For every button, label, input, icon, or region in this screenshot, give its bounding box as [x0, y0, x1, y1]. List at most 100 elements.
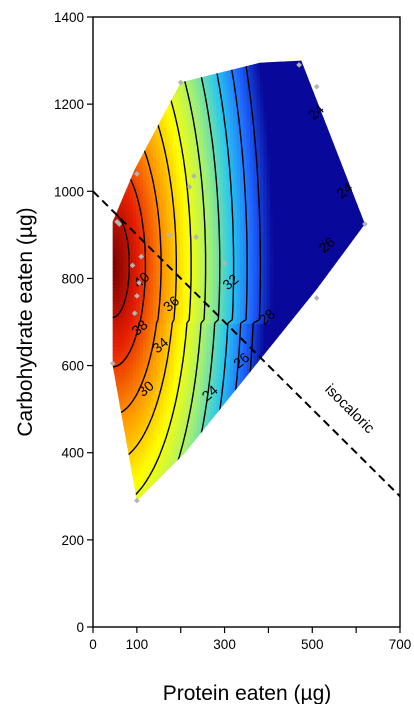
- heatmap-cell: [209, 404, 214, 409]
- heatmap-cell: [280, 506, 284, 510]
- heatmap-cell: [223, 411, 228, 416]
- heatmap-cell: [149, 437, 154, 442]
- heatmap-cell: [270, 414, 274, 419]
- heatmap-cell: [213, 352, 218, 357]
- heatmap-cell: [257, 503, 261, 507]
- heatmap-cell: [206, 381, 211, 386]
- heatmap-cell: [296, 479, 301, 484]
- heatmap-cell: [166, 394, 171, 399]
- heatmap-cell: [266, 372, 271, 376]
- heatmap-cell: [189, 336, 194, 341]
- heatmap-cell: [122, 355, 127, 360]
- heatmap-cell: [183, 323, 188, 327]
- heatmap-cell: [186, 493, 191, 497]
- heatmap-cell: [112, 306, 117, 311]
- heatmap-cell: [356, 306, 361, 311]
- heatmap-cell: [169, 342, 174, 347]
- heatmap-cell: [367, 392, 371, 396]
- heatmap-cell: [116, 388, 121, 393]
- heatmap-cell: [256, 319, 261, 324]
- heatmap-cell: [122, 306, 127, 311]
- heatmap-cell: [370, 320, 374, 324]
- heatmap-cell: [249, 326, 254, 331]
- heatmap-cell: [112, 394, 117, 399]
- heatmap-cell: [136, 437, 141, 442]
- heatmap-cell: [243, 372, 248, 376]
- heatmap-cell: [239, 440, 244, 445]
- heatmap-cell: [119, 375, 124, 380]
- heatmap-cell: [189, 378, 194, 383]
- heatmap-cell: [256, 437, 261, 442]
- heatmap-cell: [229, 391, 234, 396]
- heatmap-cell: [256, 352, 261, 357]
- heatmap-cell: [370, 496, 374, 500]
- heatmap-cell: [293, 375, 298, 380]
- heatmap-cell: [253, 421, 258, 425]
- heatmap-cell: [186, 359, 191, 363]
- heatmap-cell: [122, 310, 127, 314]
- heatmap-cell: [196, 427, 201, 432]
- heatmap-cell: [286, 310, 291, 314]
- heatmap-cell: [243, 476, 248, 481]
- heatmap-cell: [296, 430, 301, 435]
- heatmap-cell: [343, 460, 348, 465]
- heatmap-cell: [179, 398, 184, 403]
- heatmap-cell: [353, 430, 358, 435]
- heatmap-cell: [203, 440, 208, 445]
- heatmap-cell: [356, 323, 361, 327]
- heatmap-cell: [367, 405, 371, 409]
- heatmap-cell: [306, 486, 311, 491]
- heatmap-cell: [136, 411, 141, 416]
- heatmap-cell: [193, 450, 198, 455]
- heatmap-cell: [300, 473, 305, 478]
- heatmap-cell: [112, 430, 117, 435]
- heatmap-cell: [159, 323, 164, 327]
- heatmap-cell: [333, 375, 338, 380]
- heatmap-cell: [180, 506, 184, 510]
- heatmap-cell: [316, 460, 321, 465]
- heatmap-cell: [270, 319, 274, 324]
- heatmap-cell: [310, 453, 315, 458]
- heatmap-cell: [206, 466, 211, 471]
- heatmap-cell: [259, 329, 264, 334]
- heatmap-cell: [310, 313, 315, 318]
- heatmap-cell: [149, 434, 154, 439]
- heatmap-cell: [122, 460, 127, 465]
- heatmap-cell: [270, 349, 274, 354]
- heatmap-cell: [173, 453, 177, 458]
- heatmap-cell: [223, 466, 228, 471]
- heatmap-cell: [306, 476, 311, 481]
- heatmap-cell: [213, 503, 217, 507]
- heatmap-cell: [139, 444, 144, 448]
- heatmap-cell: [356, 352, 361, 357]
- heatmap-cell: [363, 362, 365, 367]
- heatmap-cell: [320, 506, 324, 510]
- heatmap-cell: [119, 489, 124, 494]
- heatmap-cell: [173, 476, 177, 481]
- heatmap-cell: [136, 414, 141, 419]
- heatmap-cell: [370, 343, 374, 347]
- heatmap-cell: [270, 493, 274, 497]
- heatmap-cell: [236, 398, 241, 403]
- heatmap-cell: [169, 381, 174, 386]
- heatmap-cell: [156, 323, 161, 327]
- heatmap-cell: [146, 404, 151, 409]
- heatmap-cell: [253, 388, 258, 393]
- heatmap-cell: [316, 430, 321, 435]
- heatmap-cell: [323, 404, 328, 409]
- heatmap-cell: [159, 345, 164, 350]
- heatmap-cell: [276, 355, 281, 360]
- heatmap-cell: [353, 381, 358, 386]
- heatmap-cell: [290, 316, 295, 321]
- heatmap-cell: [257, 506, 261, 510]
- heatmap-cell: [283, 394, 288, 399]
- heatmap-cell: [173, 424, 177, 429]
- heatmap-cell: [286, 319, 291, 324]
- heatmap-cell: [367, 398, 371, 402]
- heatmap-cell: [173, 342, 177, 347]
- heatmap-cell: [363, 440, 365, 445]
- heatmap-cell: [243, 391, 248, 396]
- heatmap-cell: [176, 355, 181, 360]
- heatmap-cell: [306, 394, 311, 399]
- heatmap-cell: [253, 342, 258, 347]
